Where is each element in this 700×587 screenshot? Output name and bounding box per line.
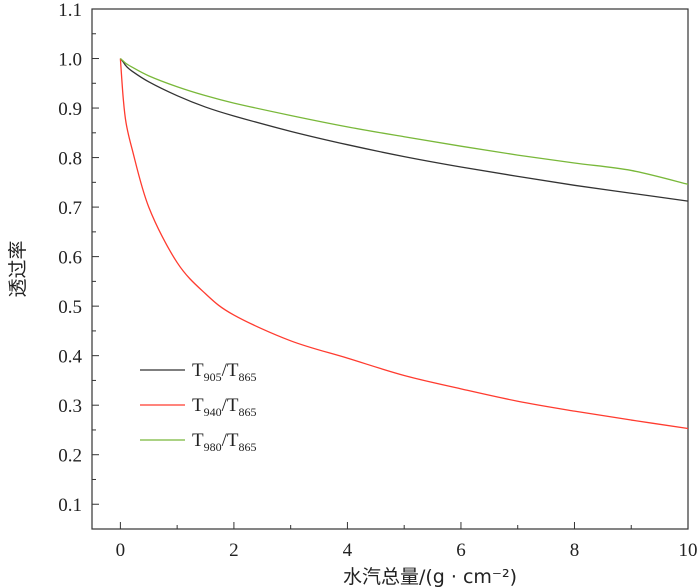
series-line-1 bbox=[119, 58, 689, 430]
y-tick-label: 0.4 bbox=[58, 347, 82, 368]
legend-label-part: 865 bbox=[239, 405, 257, 419]
y-tick-label: 0.9 bbox=[58, 99, 82, 120]
legend-label-part: /T bbox=[222, 360, 239, 381]
y-tick-label: 1.1 bbox=[58, 0, 82, 21]
plot-frame bbox=[91, 8, 689, 530]
y-tick-label: 0.7 bbox=[58, 198, 82, 219]
legend-label-2: T980/T865 bbox=[192, 430, 257, 454]
x-axis-title: 水汽总量/(g · cm⁻²) bbox=[343, 566, 517, 587]
y-tick-label: 1.0 bbox=[58, 50, 82, 71]
x-tick-label: 10 bbox=[679, 540, 698, 561]
y-tick-label: 0.1 bbox=[58, 495, 82, 516]
x-tick-label: 0 bbox=[116, 540, 126, 561]
legend-label-0: T905/T865 bbox=[192, 360, 257, 384]
axis-ticks: 0 2 4 6 8 10 0.1 0.2 0.3 0.4 0.5 0.6 0.7 0.8 0.9 1.0 1.1 bbox=[58, 0, 697, 561]
legend-label-part: 865 bbox=[239, 440, 257, 454]
series-lines bbox=[119, 58, 689, 430]
legend-label-part: T bbox=[192, 430, 204, 451]
y-tick-label: 0.6 bbox=[58, 248, 82, 269]
series-line-0 bbox=[119, 58, 689, 202]
y-tick-label: 0.2 bbox=[58, 446, 82, 467]
legend-label-part: 905 bbox=[204, 370, 222, 384]
series-line-2 bbox=[119, 58, 689, 185]
x-tick-label: 4 bbox=[343, 540, 353, 561]
legend-label-part: /T bbox=[222, 395, 239, 416]
y-tick-label: 0.8 bbox=[58, 149, 82, 170]
y-tick-label: 0.5 bbox=[58, 297, 82, 318]
y-tick-label: 0.3 bbox=[58, 396, 82, 417]
x-tick-label: 8 bbox=[570, 540, 580, 561]
legend-label-part: 865 bbox=[239, 370, 257, 384]
legend-label-1: T940/T865 bbox=[192, 395, 257, 419]
legend-label-part: /T bbox=[222, 430, 239, 451]
y-axis-title: 透过率 bbox=[7, 240, 29, 297]
legend-label-part: 980 bbox=[204, 440, 222, 454]
legend-label-part: T bbox=[192, 395, 204, 416]
x-tick-label: 2 bbox=[229, 540, 239, 561]
legend-label-part: 940 bbox=[204, 405, 222, 419]
legend-label-part: T bbox=[192, 360, 204, 381]
x-tick-label: 6 bbox=[456, 540, 466, 561]
